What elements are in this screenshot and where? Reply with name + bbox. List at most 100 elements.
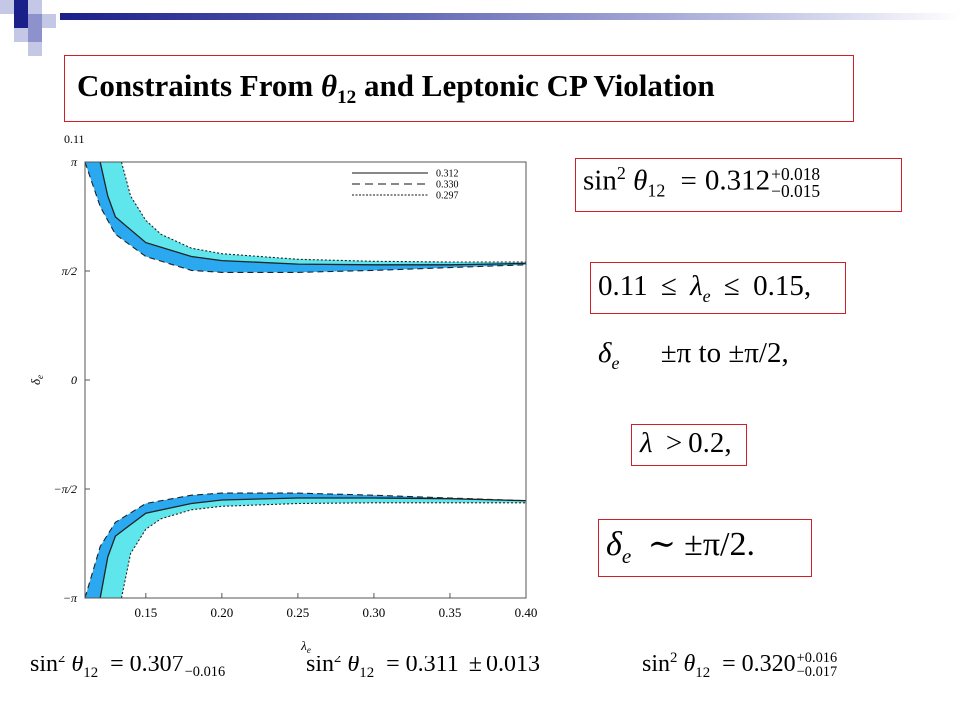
- eq2-le1: ≤: [660, 270, 677, 302]
- x-axis-label-main: λ: [300, 638, 307, 653]
- eq3-text: ±π to ±π/2,: [660, 337, 789, 369]
- b3-theta: θ: [683, 651, 696, 677]
- delta-lambda-plot: 0.11 0.15 0.20 0.25 0.30 0.35 0.40 π π/2 0 −π/2 −π…: [28, 132, 538, 655]
- b1-value: 0.307: [129, 651, 184, 677]
- eq2-box: [590, 262, 846, 314]
- curve-0.312-upper: [99, 161, 527, 266]
- eq-delta-sim: δe ∼ ±π/2.: [606, 524, 755, 569]
- decor-square-8: [28, 28, 42, 42]
- eq5-box: [598, 519, 812, 577]
- eq2-lambda: λ: [690, 270, 703, 302]
- bottom-eq-2: sin2 θ12 = 0.311 ±0.013: [306, 650, 540, 682]
- lower-region-inner: [100, 498, 526, 598]
- eq5-sub: e: [621, 543, 632, 568]
- eq2-right: 0.15: [753, 270, 804, 302]
- eq2-le2: ≤: [723, 270, 740, 302]
- eq3-sub: e: [611, 352, 620, 373]
- y-tick-label: −π/2: [54, 482, 77, 496]
- x-tick-label: 0.15: [134, 605, 157, 620]
- title-suffix: and Leptonic CP Violation: [356, 68, 715, 103]
- y-axis-label-main: δ: [28, 378, 43, 385]
- eq1-sub: 12: [647, 180, 666, 201]
- x-tick-label: 0.30: [363, 605, 386, 620]
- y-tick-label: π/2: [62, 264, 77, 278]
- eq1-sup: 2: [616, 163, 626, 183]
- eq-sin2theta12: sin2 θ12 = 0.312 +0.018 −0.015: [583, 163, 820, 201]
- plot-corner-label: 0.11: [64, 132, 85, 146]
- curve-0.297-lower: [120, 502, 526, 599]
- title-box: Constraints From θ12 and Leptonic CP Vio…: [64, 55, 854, 122]
- eq1-errors: +0.018 −0.015: [771, 163, 821, 201]
- y-tick-label: π: [71, 155, 78, 169]
- eq-lambda-gt: λ >0.2,: [640, 427, 732, 460]
- axis-ticks: 0.15 0.20 0.25 0.30 0.35 0.40 π π/2 0 −π/2 −π: [54, 155, 538, 620]
- legend-label-0.330: 0.330: [436, 180, 459, 191]
- decor-square-4: [14, 14, 28, 28]
- curve-0.312-lower: [99, 497, 527, 599]
- eq5-sim: ∼: [647, 526, 677, 563]
- decor-square-6: [42, 14, 56, 28]
- x-tick-label: 0.40: [515, 605, 538, 620]
- b2-sup: 2: [334, 650, 342, 666]
- eq5-value: ±π/2.: [684, 526, 755, 563]
- y-tick-label: −π: [63, 591, 78, 605]
- eq4-gt: >: [665, 427, 683, 459]
- decor-square-1: [0, 0, 14, 14]
- decor-square-5: [28, 14, 42, 28]
- y-axis-label-sub: e: [35, 375, 45, 379]
- eq4-value: 0.2: [688, 427, 725, 459]
- slide-title: Constraints From θ12 and Leptonic CP Vio…: [77, 68, 715, 109]
- eq4-box: [631, 424, 747, 466]
- curve-0.330-upper: [84, 161, 527, 273]
- y-axis-label: δe: [28, 375, 45, 385]
- b2-equals: =: [386, 651, 400, 677]
- eq3-delta: δ: [598, 337, 612, 369]
- b2-pm: ±: [468, 651, 482, 677]
- decor-square-2: [14, 0, 28, 14]
- b1-theta: θ: [71, 651, 84, 677]
- eq-delta-range: δe ±π to ±π/2,: [598, 337, 789, 374]
- curve-0.330-lower: [84, 492, 527, 599]
- b1-sin: sin: [30, 651, 59, 677]
- x-axis-label-sub: e: [307, 645, 311, 655]
- eq1-plus: +0.018: [771, 163, 821, 184]
- b2-err: 0.013: [485, 651, 540, 677]
- b3-errors: +0.016 −0.017: [797, 651, 838, 680]
- b1-equals: =: [110, 651, 124, 677]
- x-tick-label: 0.20: [210, 605, 233, 620]
- b3-sup: 2: [670, 650, 678, 666]
- title-theta: θ: [320, 68, 338, 103]
- legend-label-0.297: 0.297: [436, 191, 459, 202]
- b2-sub: 12: [359, 664, 375, 681]
- curve-0.297-upper: [120, 161, 526, 263]
- decor-square-3: [28, 0, 42, 14]
- eq2-left: 0.11: [598, 270, 648, 302]
- b1-sub: 12: [83, 664, 99, 681]
- b1-minus: −0.016: [184, 664, 226, 681]
- title-theta-sub: 12: [337, 87, 357, 109]
- eq1-equals: =: [680, 164, 697, 197]
- y-tick-label: 0: [71, 373, 77, 387]
- bottom-eq-3: sin2 θ12 = 0.320 +0.016 −0.017: [642, 650, 837, 682]
- x-tick-label: 0.25: [287, 605, 310, 620]
- b2-theta: θ: [347, 651, 360, 677]
- eq1-theta: θ: [633, 164, 648, 197]
- b3-sub: 12: [695, 664, 711, 681]
- allowed-regions: [85, 162, 526, 598]
- decor-square-7: [14, 28, 28, 42]
- bottom-eq-1: sin2 θ12 = 0.307 −0.016: [30, 651, 226, 682]
- legend-label-0.312: 0.312: [436, 169, 459, 180]
- b2-value: 0.311: [405, 651, 459, 677]
- eq2-sub: e: [702, 285, 711, 306]
- eq1-value: 0.312: [704, 164, 771, 197]
- b3-value: 0.320: [741, 651, 796, 677]
- eq1-sin: sin: [583, 164, 617, 197]
- b3-sin: sin: [642, 651, 671, 677]
- upper-region-outer: [85, 162, 526, 273]
- b3-equals: =: [722, 651, 736, 677]
- lower-region-outer: [85, 493, 526, 598]
- eq1-minus: −0.015: [771, 181, 821, 201]
- eq4-lambda: λ: [640, 427, 653, 459]
- eq4-trail: ,: [724, 427, 732, 459]
